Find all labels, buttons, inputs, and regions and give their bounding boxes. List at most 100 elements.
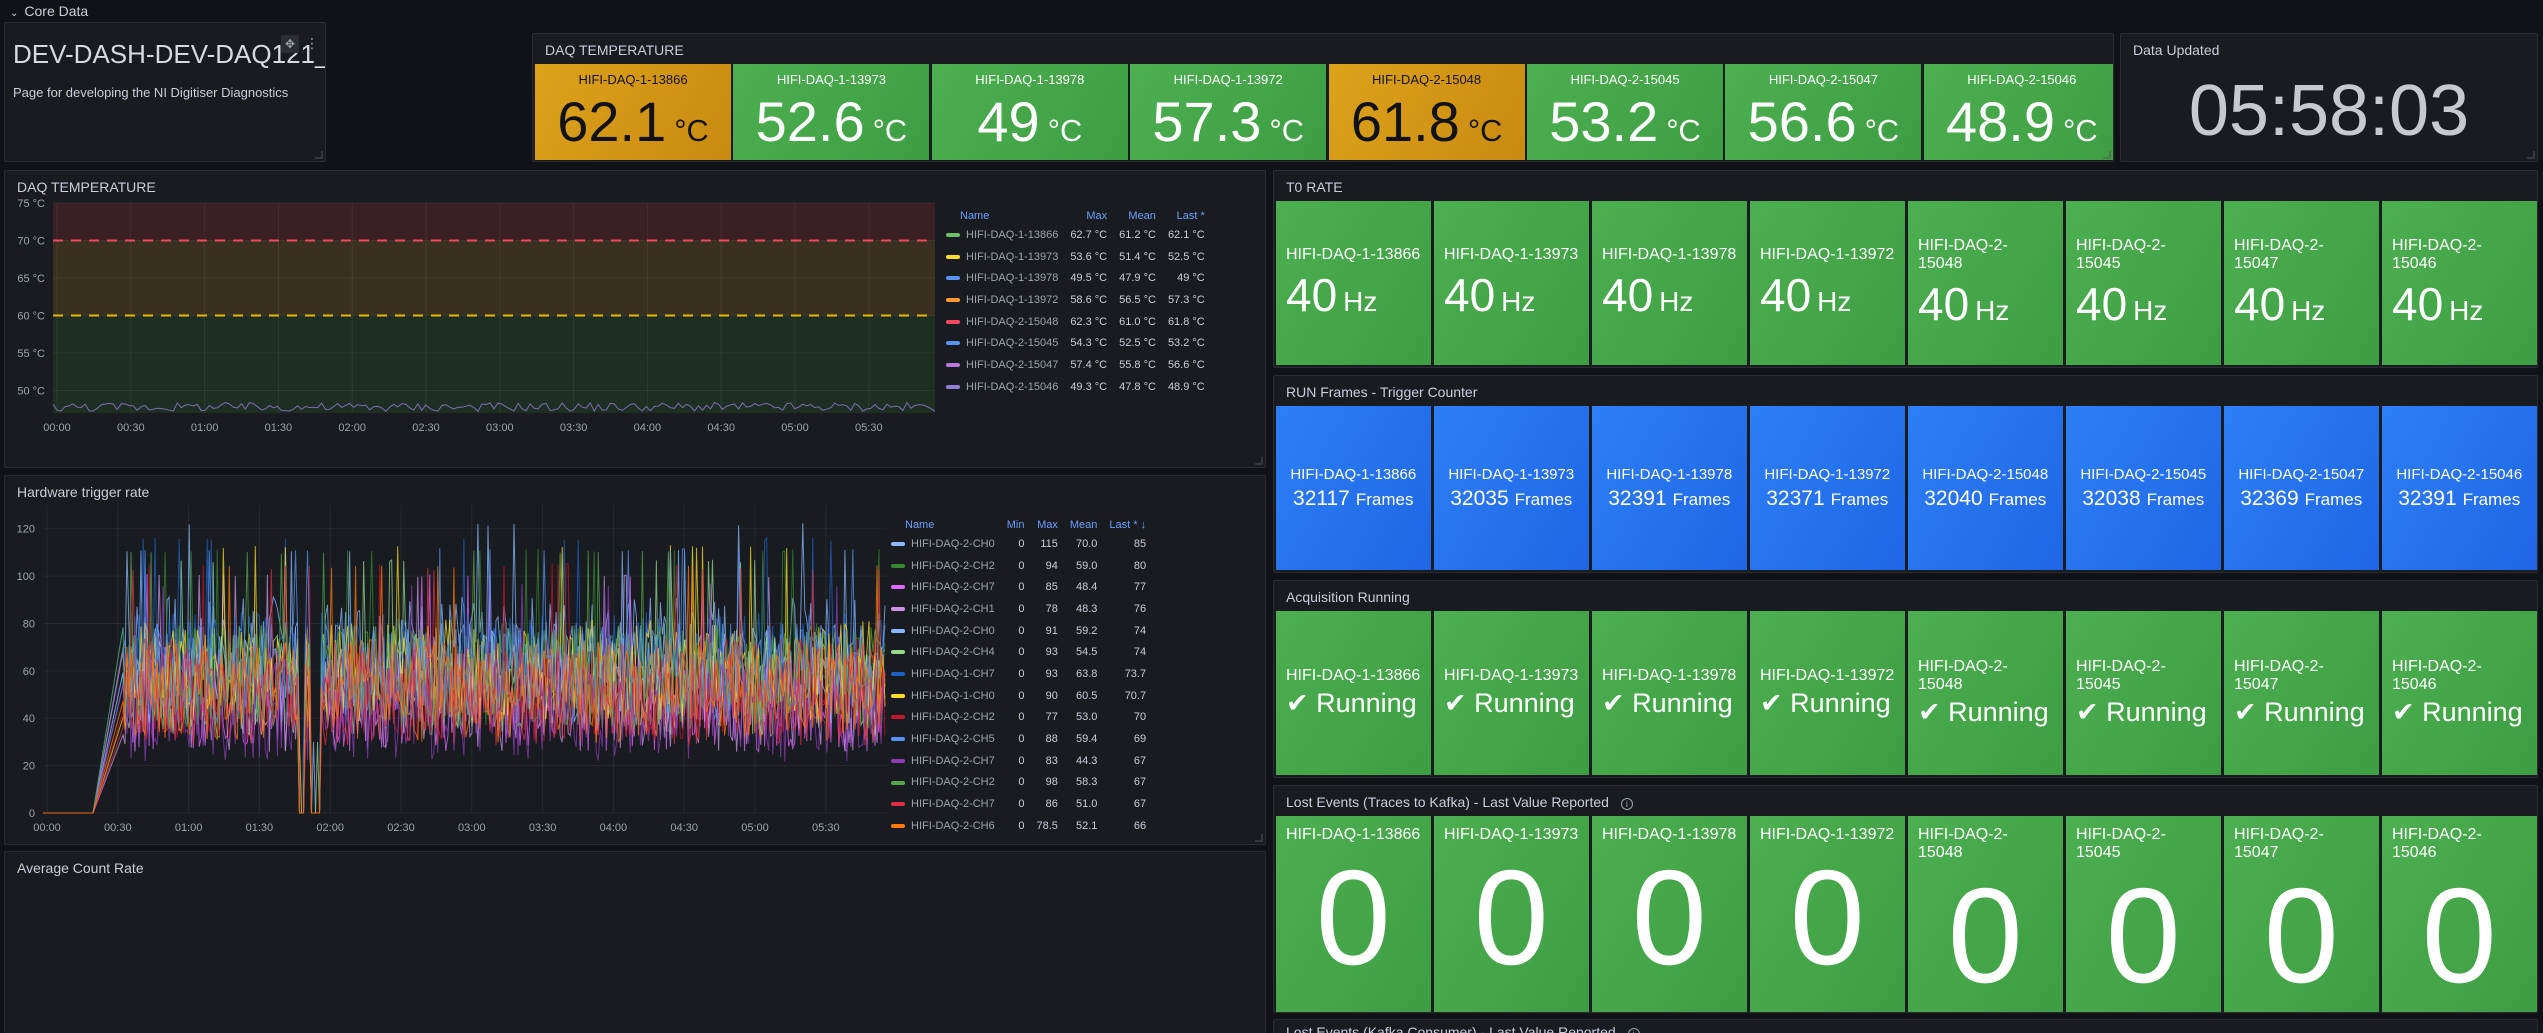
temperature-chart[interactable]: 50 °C 55 °C 60 °C 65 °C 70 °C 75 °C 00:00 00:30…	[5, 199, 935, 468]
legend-row[interactable]: HIFI-DAQ-2-CH6 0 78.5 52.1 66	[885, 815, 1152, 837]
legend-header-cell[interactable]: Name	[905, 518, 935, 531]
resize-handle-icon[interactable]	[2103, 151, 2111, 159]
x-tick-label: 01:30	[246, 822, 274, 834]
legend-header-cell[interactable]: Last *	[1176, 209, 1205, 222]
to-rate-tile[interactable]: HIFI-DAQ-1-13972 40 Hz	[1750, 201, 1905, 365]
to-rate-tile[interactable]: HIFI-DAQ-2-15047 40 Hz	[2224, 201, 2379, 365]
lost-events-tile[interactable]: HIFI-DAQ-1-13866 0	[1276, 816, 1431, 1012]
legend-row[interactable]: HIFI-DAQ-2-15048 62.3 °C 61.0 °C 61.8 °C	[940, 311, 1211, 333]
tile-value: 32038 Frames	[2082, 487, 2204, 510]
resize-handle-icon[interactable]	[1255, 457, 1263, 465]
legend-mean: 51.0	[1076, 798, 1098, 811]
to-rate-tile[interactable]: HIFI-DAQ-2-15046 40 Hz	[2382, 201, 2537, 365]
legend-header-cell[interactable]: Max	[1037, 518, 1058, 531]
legend-row[interactable]: HIFI-DAQ-2-CH7 0 85 48.4 77	[885, 576, 1152, 598]
legend-header-cell[interactable]: Max	[1086, 209, 1108, 222]
run-frames-tile[interactable]: HIFI-DAQ-2-15047 32369 Frames	[2224, 406, 2379, 570]
legend-swatch	[891, 823, 905, 828]
run-frames-tile[interactable]: HIFI-DAQ-1-13978 32391 Frames	[1592, 406, 1747, 570]
run-frames-tile[interactable]: HIFI-DAQ-2-15048 32040 Frames	[1908, 406, 2063, 570]
run-frames-tile[interactable]: HIFI-DAQ-1-13973 32035 Frames	[1434, 406, 1589, 570]
panel-menu-icon[interactable]: ⋮	[305, 35, 319, 51]
tile-unit: Hz	[1343, 285, 1378, 317]
legend-max: 115	[1040, 537, 1058, 550]
acq-running-tile[interactable]: HIFI-DAQ-2-15046 ✔ Running	[2382, 611, 2537, 775]
legend-row[interactable]: HIFI-DAQ-2-CH0 0 91 59.2 74	[885, 620, 1152, 642]
to-rate-tile[interactable]: HIFI-DAQ-2-15048 40 Hz	[1908, 201, 2063, 365]
drag-handle-icon[interactable]: ✥	[281, 35, 299, 53]
temp-stat-tile[interactable]: HIFI-DAQ-1-13978 49 °C	[931, 64, 1128, 160]
legend-max: 78.5	[1036, 819, 1058, 832]
info-icon[interactable]: i	[1627, 1028, 1640, 1033]
daq-temperature-chart-panel: DAQ TEMPERATURE 50 °C 55 °C 60 °C 65 °C 70 °…	[4, 170, 1266, 468]
temp-stat-tile[interactable]: HIFI-DAQ-1-13972 57.3 °C	[1130, 64, 1327, 160]
lost-events-tile[interactable]: HIFI-DAQ-1-13973 0	[1434, 816, 1589, 1012]
legend-row[interactable]: HIFI-DAQ-2-CH2 0 98 58.3 67	[885, 772, 1152, 794]
panel-title: T0 RATE	[1286, 179, 1343, 195]
legend-row[interactable]: HIFI-DAQ-2-CH7 0 86 51.0 67	[885, 793, 1152, 815]
row-header[interactable]: ⌄ Core Data	[10, 3, 88, 19]
acq-running-tile[interactable]: HIFI-DAQ-1-13978 ✔ Running	[1592, 611, 1747, 775]
legend-row[interactable]: HIFI-DAQ-1-CH7 0 93 63.8 73.7	[885, 663, 1152, 685]
legend-header-cell[interactable]: Name	[960, 209, 990, 222]
legend-row[interactable]: HIFI-DAQ-1-13973 53.6 °C 51.4 °C 52.5 °C	[940, 246, 1211, 268]
legend-row[interactable]: HIFI-DAQ-2-CH0 0 115 70.0 85	[885, 533, 1152, 555]
legend-row[interactable]: HIFI-DAQ-2-15046 49.3 °C 47.8 °C 48.9 °C	[940, 376, 1211, 398]
temp-value-text: 52.6	[755, 90, 865, 153]
tile-value-text: 0	[1631, 842, 1707, 993]
legend-row[interactable]: HIFI-DAQ-2-CH2 0 94 59.0 80	[885, 555, 1152, 577]
legend-row[interactable]: HIFI-DAQ-1-13978 49.5 °C 47.9 °C 49 °C	[940, 267, 1211, 289]
run-frames-tile[interactable]: HIFI-DAQ-1-13972 32371 Frames	[1750, 406, 1905, 570]
legend-mean: 59.2	[1076, 624, 1098, 637]
lost-events-tile[interactable]: HIFI-DAQ-2-15047 0	[2224, 816, 2379, 1012]
legend-row[interactable]: HIFI-DAQ-2-CH5 0 88 59.4 69	[885, 728, 1152, 750]
to-rate-tile[interactable]: HIFI-DAQ-2-15045 40 Hz	[2066, 201, 2221, 365]
legend-header-cell[interactable]: Mean	[1069, 518, 1098, 531]
tile-unit: Frames	[1514, 489, 1573, 509]
legend-row[interactable]: HIFI-DAQ-2-CH2 0 77 53.0 70	[885, 707, 1152, 729]
to-rate-tile[interactable]: HIFI-DAQ-1-13978 40 Hz	[1592, 201, 1747, 365]
resize-handle-icon[interactable]	[1255, 834, 1263, 842]
legend-last: 67	[1133, 776, 1147, 789]
info-icon[interactable]: i	[1620, 798, 1633, 810]
tile-value-text: ✔ Running	[1760, 688, 1891, 719]
tile-value: 40 Hz	[1444, 269, 1535, 321]
to-rate-tile[interactable]: HIFI-DAQ-1-13866 40 Hz	[1276, 201, 1431, 365]
to-rate-tile[interactable]: HIFI-DAQ-1-13973 40 Hz	[1434, 201, 1589, 365]
temp-stat-tile[interactable]: HIFI-DAQ-2-15048 61.8 °C	[1328, 64, 1525, 160]
legend-row[interactable]: HIFI-DAQ-2-15047 57.4 °C 55.8 °C 56.6 °C	[940, 354, 1211, 376]
legend-row[interactable]: HIFI-DAQ-1-13866 62.7 °C 61.2 °C 62.1 °C	[940, 224, 1211, 246]
legend-row[interactable]: HIFI-DAQ-1-13972 58.6 °C 56.5 °C 57.3 °C	[940, 289, 1211, 311]
temp-stat-tile[interactable]: HIFI-DAQ-1-13973 52.6 °C	[733, 64, 930, 160]
resize-handle-icon[interactable]	[2527, 151, 2535, 159]
trigger-rate-chart[interactable]: 0 20 40 60 80 100 120 00:00 00:30 01:00 01:30 02:00…	[5, 501, 890, 845]
legend-row[interactable]: HIFI-DAQ-2-CH4 0 93 54.5 74	[885, 641, 1152, 663]
lost-events-tile[interactable]: HIFI-DAQ-2-15045 0	[2066, 816, 2221, 1012]
temp-stat-tile[interactable]: HIFI-DAQ-2-15045 53.2 °C	[1527, 64, 1723, 160]
legend-row[interactable]: HIFI-DAQ-2-CH7 0 83 44.3 67	[885, 750, 1152, 772]
acq-running-tile[interactable]: HIFI-DAQ-1-13866 ✔ Running	[1276, 611, 1431, 775]
legend-header-cell[interactable]: Last * ↓	[1109, 518, 1147, 531]
legend-row[interactable]: HIFI-DAQ-1-CH0 0 90 60.5 70.7	[885, 685, 1152, 707]
legend-header-cell[interactable]: Mean	[1128, 209, 1156, 222]
resize-handle-icon[interactable]	[315, 151, 323, 159]
legend-header-cell[interactable]: Min	[1006, 518, 1025, 531]
run-frames-tile[interactable]: HIFI-DAQ-2-15045 32038 Frames	[2066, 406, 2221, 570]
lost-events-tile[interactable]: HIFI-DAQ-1-13978 0	[1592, 816, 1747, 1012]
temp-stat-tile[interactable]: HIFI-DAQ-2-15047 56.6 °C	[1725, 64, 1922, 160]
lost-events-tile[interactable]: HIFI-DAQ-2-15048 0	[1908, 816, 2063, 1012]
run-frames-tile[interactable]: HIFI-DAQ-2-15046 32391 Frames	[2382, 406, 2537, 570]
acq-running-tile[interactable]: HIFI-DAQ-1-13973 ✔ Running	[1434, 611, 1589, 775]
temp-stat-tile[interactable]: HIFI-DAQ-1-13866 62.1 °C	[535, 64, 731, 160]
acq-running-tile[interactable]: HIFI-DAQ-2-15045 ✔ Running	[2066, 611, 2221, 775]
lost-events-tile[interactable]: HIFI-DAQ-2-15046 0	[2382, 816, 2537, 1012]
lost-events-tile[interactable]: HIFI-DAQ-1-13972 0	[1750, 816, 1905, 1012]
temp-stat-tile[interactable]: HIFI-DAQ-2-15046 48.9 °C	[1923, 64, 2113, 160]
legend-row[interactable]: HIFI-DAQ-2-CH1 0 78 48.3 76	[885, 598, 1152, 620]
tile-name: HIFI-DAQ-1-13973	[1444, 245, 1579, 263]
legend-row[interactable]: HIFI-DAQ-2-15045 54.3 °C 52.5 °C 53.2 °C	[940, 332, 1211, 354]
acq-running-tile[interactable]: HIFI-DAQ-1-13972 ✔ Running	[1750, 611, 1905, 775]
acq-running-tile[interactable]: HIFI-DAQ-2-15047 ✔ Running	[2224, 611, 2379, 775]
acq-running-tile[interactable]: HIFI-DAQ-2-15048 ✔ Running	[1908, 611, 2063, 775]
run-frames-tile[interactable]: HIFI-DAQ-1-13866 32117 Frames	[1276, 406, 1431, 570]
